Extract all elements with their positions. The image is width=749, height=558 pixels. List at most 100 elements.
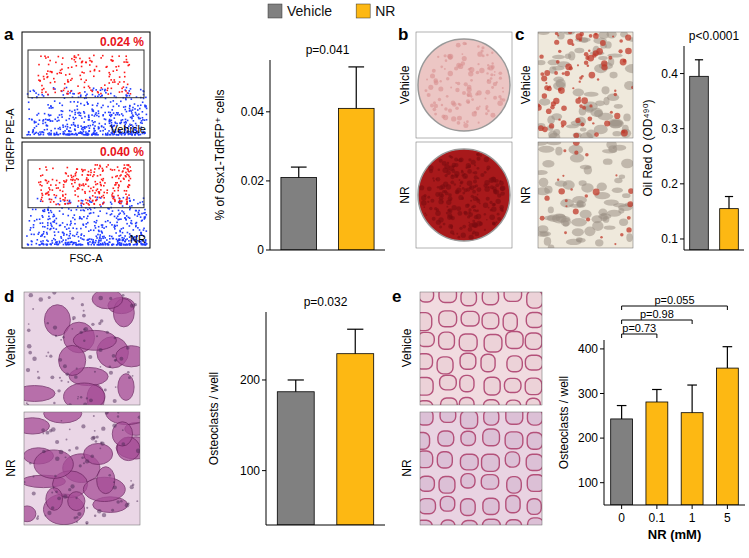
event-dot — [135, 223, 137, 225]
event-dot — [59, 242, 61, 244]
event-dot — [47, 222, 49, 224]
event-dot — [91, 61, 93, 63]
cell — [557, 32, 564, 39]
legend-swatch — [356, 4, 370, 18]
nodule — [463, 123, 468, 128]
nodule — [470, 200, 472, 202]
event-dot — [108, 76, 110, 78]
event-dot — [72, 235, 74, 237]
nodule — [425, 214, 427, 216]
event-dot — [126, 95, 128, 97]
micrograph — [416, 142, 512, 248]
event-dot — [116, 238, 118, 240]
event-dot — [81, 169, 83, 171]
nodule — [427, 201, 429, 203]
nodule — [462, 91, 466, 95]
event-dot — [79, 184, 81, 186]
event-dot — [101, 179, 103, 181]
event-dot — [79, 58, 81, 60]
lipid-droplet — [587, 116, 592, 121]
lipid-droplet — [594, 132, 599, 137]
event-dot — [126, 196, 128, 198]
nodule — [451, 228, 453, 230]
lipid-droplet — [588, 50, 590, 52]
event-dot — [93, 75, 95, 77]
event-dot — [82, 238, 84, 240]
nodule — [454, 174, 458, 178]
event-dot — [95, 196, 97, 198]
nodule — [449, 155, 452, 158]
event-dot — [87, 134, 89, 136]
event-dot — [80, 237, 82, 239]
event-dot — [129, 225, 131, 227]
event-dot — [56, 218, 58, 220]
event-dot — [90, 212, 92, 214]
event-dot — [122, 240, 124, 242]
lipid-droplet — [546, 108, 552, 114]
nodule — [465, 204, 469, 208]
event-dot — [43, 231, 45, 233]
cell — [538, 32, 550, 35]
event-dot — [31, 119, 33, 121]
nodule — [428, 85, 433, 90]
event-dot — [36, 125, 38, 127]
event-dot — [69, 242, 71, 244]
event-dot — [105, 92, 107, 94]
event-dot — [100, 189, 102, 191]
event-dot — [87, 215, 89, 217]
event-dot — [126, 168, 128, 170]
micrograph — [416, 32, 512, 138]
event-dot — [92, 104, 94, 106]
nodule — [466, 99, 470, 103]
image-frame — [416, 32, 512, 138]
image-label: Vehicle — [398, 65, 412, 104]
event-dot — [67, 167, 69, 169]
event-dot — [31, 241, 33, 243]
event-dot — [135, 210, 137, 212]
event-dot — [112, 238, 114, 240]
event-dot — [93, 122, 95, 124]
event-dot — [39, 80, 41, 82]
event-dot — [31, 119, 33, 121]
event-dot — [107, 244, 109, 246]
nodule — [421, 200, 426, 205]
event-dot — [126, 243, 128, 245]
event-dot — [71, 241, 73, 243]
event-dot — [51, 72, 53, 74]
event-dot — [111, 60, 113, 62]
event-dot — [119, 76, 121, 78]
event-dot — [126, 190, 128, 192]
event-dot — [128, 64, 130, 66]
event-dot — [41, 235, 43, 237]
event-dot — [129, 197, 131, 199]
cell — [552, 55, 565, 59]
event-dot — [93, 128, 95, 130]
nodule — [427, 196, 430, 199]
event-dot — [75, 57, 77, 59]
event-dot — [111, 169, 113, 171]
event-dot — [92, 200, 94, 202]
event-dot — [96, 164, 98, 166]
event-dot — [106, 134, 108, 136]
nodule — [458, 211, 463, 216]
event-dot — [124, 190, 126, 192]
event-dot — [81, 71, 83, 73]
event-dot — [93, 55, 95, 57]
event-dot — [110, 201, 112, 203]
event-dot — [48, 194, 50, 196]
image-bg — [538, 142, 633, 248]
panel-letter: c — [515, 25, 524, 44]
event-dot — [136, 222, 138, 224]
event-dot — [101, 230, 103, 232]
nodule — [462, 42, 466, 46]
event-dot — [74, 114, 76, 116]
event-dot — [114, 190, 116, 192]
event-dot — [61, 116, 63, 118]
nodule — [455, 106, 459, 110]
event-dot — [128, 92, 130, 94]
lipid-droplet — [579, 80, 581, 82]
event-dot — [131, 220, 133, 222]
event-dot — [46, 77, 48, 79]
event-dot — [28, 131, 30, 133]
event-dot — [129, 109, 131, 111]
